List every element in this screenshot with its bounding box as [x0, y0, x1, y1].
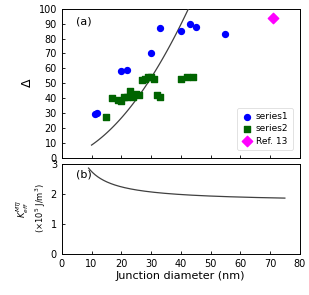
series2 [110, 96, 115, 101]
series2 [154, 93, 159, 97]
series2 [125, 94, 130, 99]
series2 [131, 94, 136, 99]
series1 [125, 68, 130, 72]
Text: (b): (b) [76, 170, 92, 180]
series1 [193, 24, 198, 29]
series1 [149, 51, 154, 56]
Ref. 13 [270, 15, 275, 20]
series1 [223, 32, 228, 37]
series2 [149, 75, 154, 80]
series1 [178, 29, 183, 34]
Text: (a): (a) [76, 16, 92, 26]
series2 [151, 76, 156, 81]
series2 [178, 76, 183, 81]
series1 [95, 111, 100, 115]
series2 [137, 93, 142, 97]
series2 [146, 75, 150, 80]
series2 [140, 78, 145, 83]
series2 [158, 94, 163, 99]
series1 [119, 69, 124, 74]
series2 [128, 88, 133, 93]
series2 [119, 99, 124, 104]
series1 [92, 112, 97, 117]
series1 [158, 26, 163, 31]
Legend: series1, series2, Ref. 13: series1, series2, Ref. 13 [237, 108, 293, 150]
Y-axis label: $K_{eff}^{MTJ}$
($\times10^5$ J/m$^3$): $K_{eff}^{MTJ}$ ($\times10^5$ J/m$^3$) [15, 184, 48, 234]
series2 [184, 75, 189, 80]
series2 [116, 97, 121, 102]
series1 [187, 21, 192, 26]
series2 [190, 75, 195, 80]
series2 [104, 115, 109, 120]
X-axis label: Junction diameter (nm): Junction diameter (nm) [116, 271, 246, 281]
series2 [134, 91, 139, 96]
series2 [143, 76, 148, 81]
series2 [122, 94, 127, 99]
Y-axis label: Δ: Δ [21, 79, 34, 88]
